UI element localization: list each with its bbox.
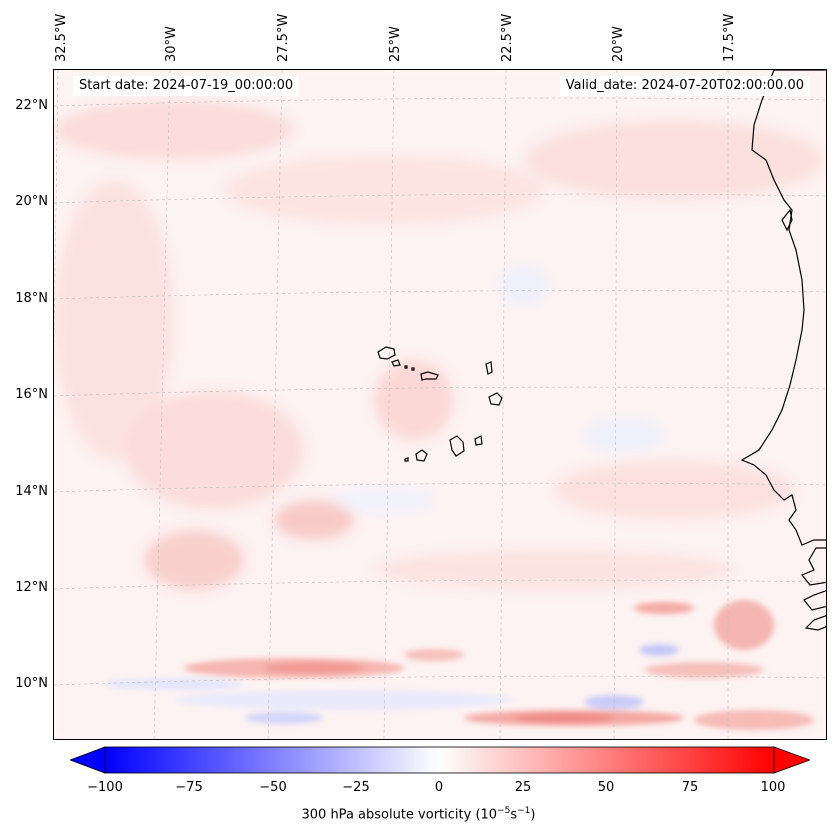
lat-label-20n: 20°N bbox=[15, 194, 48, 209]
lat-label-12n: 12°N bbox=[15, 580, 48, 595]
colorbar-max-extend-arrow bbox=[773, 746, 810, 774]
colorbar bbox=[70, 746, 810, 774]
lon-label-32-5w: 32.5°W bbox=[54, 13, 69, 62]
lat-label-18n: 18°N bbox=[15, 291, 48, 306]
lon-label-25w: 25°W bbox=[388, 26, 403, 62]
colorbar-tick: 0 bbox=[434, 780, 444, 795]
vorticity-field-bands bbox=[104, 600, 814, 730]
colorbar-min-extend-arrow bbox=[70, 746, 106, 774]
lat-label-10n: 10°N bbox=[15, 676, 48, 691]
colorbar-tick: 25 bbox=[514, 780, 532, 795]
colorbar-tick: −50 bbox=[259, 780, 287, 795]
colorbar-tick: 75 bbox=[681, 780, 699, 795]
colorbar-tick: −25 bbox=[342, 780, 370, 795]
west-africa-coastline bbox=[740, 70, 826, 631]
lon-label-20w: 20°W bbox=[611, 26, 626, 62]
cape-verde-islands bbox=[377, 346, 503, 462]
colorbar-tick: −100 bbox=[87, 780, 123, 795]
lat-label-16n: 16°N bbox=[15, 387, 48, 402]
lon-label-30w: 30°W bbox=[164, 26, 179, 62]
colorbar-gradient bbox=[104, 746, 775, 774]
map-canvas bbox=[54, 70, 826, 739]
lat-label-22n: 22°N bbox=[15, 98, 48, 113]
colorbar-tick: −75 bbox=[175, 780, 203, 795]
colorbar-tick: 50 bbox=[597, 780, 615, 795]
lon-label-22-5w: 22.5°W bbox=[500, 13, 515, 62]
lon-label-17-5w: 17.5°W bbox=[722, 13, 737, 62]
start-date-label: Start date: 2024-07-19_00:00:00 bbox=[73, 76, 300, 96]
colorbar-tick: 100 bbox=[760, 780, 786, 795]
vorticity-field-background bbox=[54, 70, 826, 739]
valid-date-label: Valid_date: 2024-07-20T02:00:00.00 bbox=[559, 76, 810, 96]
vorticity-map[interactable] bbox=[53, 69, 827, 740]
lon-label-27-5w: 27.5°W bbox=[276, 13, 291, 62]
colorbar-label: 300 hPa absolute vorticity (10−5s−1) bbox=[301, 806, 536, 823]
graticule bbox=[54, 70, 826, 739]
lat-label-14n: 14°N bbox=[15, 484, 48, 499]
